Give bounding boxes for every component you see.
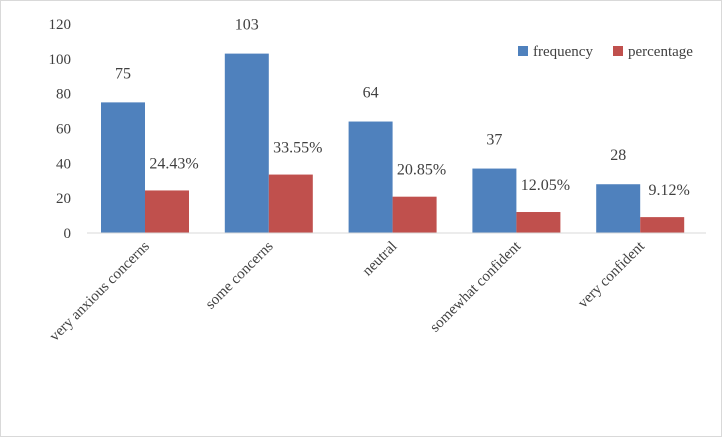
y-tick-label: 40 xyxy=(56,156,71,172)
data-label-percentage-0: 24.43% xyxy=(149,155,198,172)
y-tick-label: 80 xyxy=(56,87,71,103)
y-axis-tick-labels: 0 20 40 60 80 100 120 xyxy=(49,17,72,242)
bar-frequency-2 xyxy=(348,121,393,233)
x-axis-category-labels: very anxious concerns some concerns neutra… xyxy=(47,238,649,345)
data-label-percentage-3: 12.05% xyxy=(521,177,570,194)
legend-swatch-percentage xyxy=(613,46,623,56)
legend-swatch-frequency xyxy=(518,46,528,56)
data-labels: 75 24.43% 103 33.55% 64 20.85% 37 12.05% 28 9.12% xyxy=(115,17,690,200)
category-label-0: very anxious concerns xyxy=(47,238,153,344)
y-tick-label: 60 xyxy=(56,122,71,138)
legend-label-percentage: percentage xyxy=(628,44,693,60)
data-label-frequency-4: 28 xyxy=(610,147,626,164)
bar-percentage-1 xyxy=(268,174,313,233)
bar-frequency-0 xyxy=(101,102,145,233)
data-label-percentage-1: 33.55% xyxy=(273,140,322,157)
category-label-3: somewhat confident xyxy=(427,238,525,336)
bar-frequency-4 xyxy=(596,184,641,233)
legend: frequency percentage xyxy=(518,44,693,60)
y-tick-label: 0 xyxy=(64,226,72,242)
data-label-frequency-3: 37 xyxy=(486,132,502,149)
category-label-4: very confident xyxy=(575,238,648,311)
y-tick-label: 100 xyxy=(49,52,72,68)
data-label-percentage-2: 20.85% xyxy=(397,162,446,179)
bar-percentage-0 xyxy=(145,190,189,233)
bar-percentage-2 xyxy=(392,196,437,233)
data-label-frequency-1: 103 xyxy=(235,17,259,34)
data-label-frequency-2: 64 xyxy=(363,85,379,102)
bar-percentage-4 xyxy=(640,217,685,233)
bar-frequency-1 xyxy=(224,53,269,233)
data-label-percentage-4: 9.12% xyxy=(649,182,690,199)
data-label-frequency-0: 75 xyxy=(115,65,131,82)
bars xyxy=(101,53,685,233)
y-tick-label: 120 xyxy=(49,17,72,33)
y-tick-label: 20 xyxy=(56,191,71,207)
bar-percentage-3 xyxy=(516,212,561,233)
category-label-1: some concerns xyxy=(203,238,277,312)
category-label-2: neutral xyxy=(360,239,401,280)
bar-frequency-3 xyxy=(472,168,517,233)
legend-label-frequency: frequency xyxy=(533,44,593,60)
